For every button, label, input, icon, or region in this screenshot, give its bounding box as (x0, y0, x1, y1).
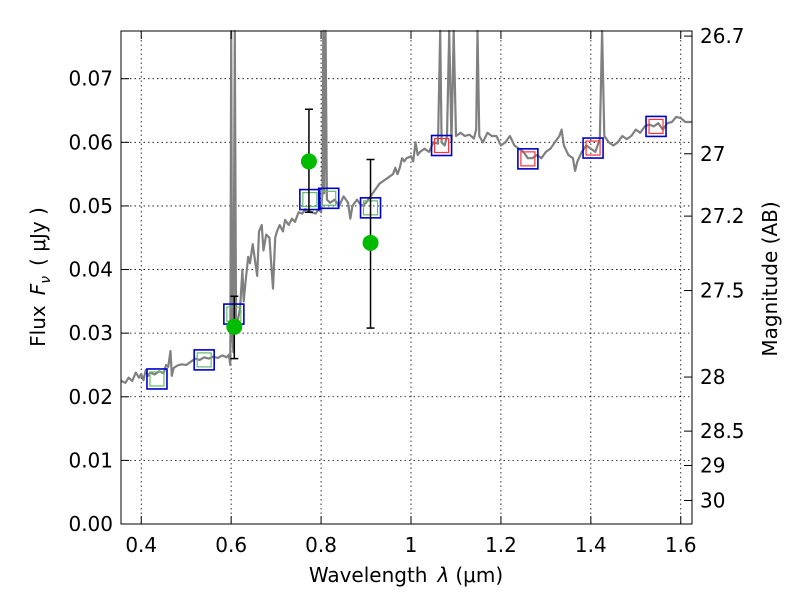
y-tick-label: 0.03 (68, 321, 113, 345)
observed-points (226, 153, 379, 335)
x-tick-label: 0.6 (215, 533, 247, 557)
y2-tick-label: 27 (700, 142, 725, 166)
model-box (193, 349, 215, 371)
y2-axis-title: Magnitude (AB) (758, 201, 782, 356)
x-axis-title: Wavelength λ (μm) (309, 563, 503, 587)
y2-tick-label: 28.5 (700, 419, 745, 443)
model-box (517, 148, 539, 170)
x-tick-label: 0.4 (125, 533, 157, 557)
error-bars (230, 108, 375, 360)
model-box-inner (648, 118, 664, 135)
model-box (317, 187, 340, 210)
y2-tick-label: 28 (700, 365, 725, 389)
model-box (582, 137, 604, 159)
y-axis-ticks: 0.00 0.01 0.02 0.03 0.04 0.05 0.06 0.07 (68, 67, 129, 536)
x-tick-label: 1.2 (485, 533, 517, 557)
spectrum-line (120, 29, 692, 384)
observed-point (300, 153, 317, 170)
model-box-inner (433, 137, 450, 154)
model-box (146, 368, 168, 390)
grid-lines (121, 31, 692, 525)
y2-tick-label: 30 (700, 488, 725, 512)
y-tick-label: 0.01 (68, 448, 113, 472)
y-tick-label: 0.00 (68, 512, 113, 536)
model-box-inner (321, 190, 337, 206)
y2-tick-label: 29 (700, 453, 725, 477)
plot-frame (120, 30, 693, 525)
y-axis-title: FluxFν( μJy ) (26, 207, 54, 347)
y-tick-label: 0.06 (68, 130, 113, 154)
y-tick-label: 0.05 (68, 194, 113, 218)
model-box (299, 188, 321, 211)
x-tick-label: 1.6 (665, 533, 697, 557)
model-box (645, 115, 667, 138)
model-box (430, 134, 453, 157)
observed-point (226, 318, 243, 335)
x-tick-label: 0.8 (305, 533, 337, 557)
spectrum-path (120, 29, 692, 384)
x-tick-label: 1 (405, 533, 418, 557)
y2-tick-label: 26.7 (700, 24, 745, 48)
x-tick-label: 1.4 (575, 533, 607, 557)
model-box-inner (149, 371, 165, 387)
y2-tick-label: 27.2 (700, 204, 745, 228)
model-box-inner (585, 140, 601, 156)
y-tick-label: 0.07 (68, 67, 113, 91)
y2-tick-label: 27.5 (700, 279, 745, 303)
y-tick-label: 0.02 (68, 385, 113, 409)
model-box-inner (196, 352, 212, 368)
y-tick-label: 0.04 (68, 258, 113, 282)
model-box-inner (520, 151, 536, 167)
model-box-inner (302, 191, 318, 208)
observed-point (362, 234, 379, 251)
x-axis-ticks: 0.4 0.6 0.8 1 1.2 1.4 1.6 (125, 31, 697, 557)
y2-axis-ticks: 26.7 27 27.2 27.5 28 28.5 29 30 (684, 24, 745, 512)
